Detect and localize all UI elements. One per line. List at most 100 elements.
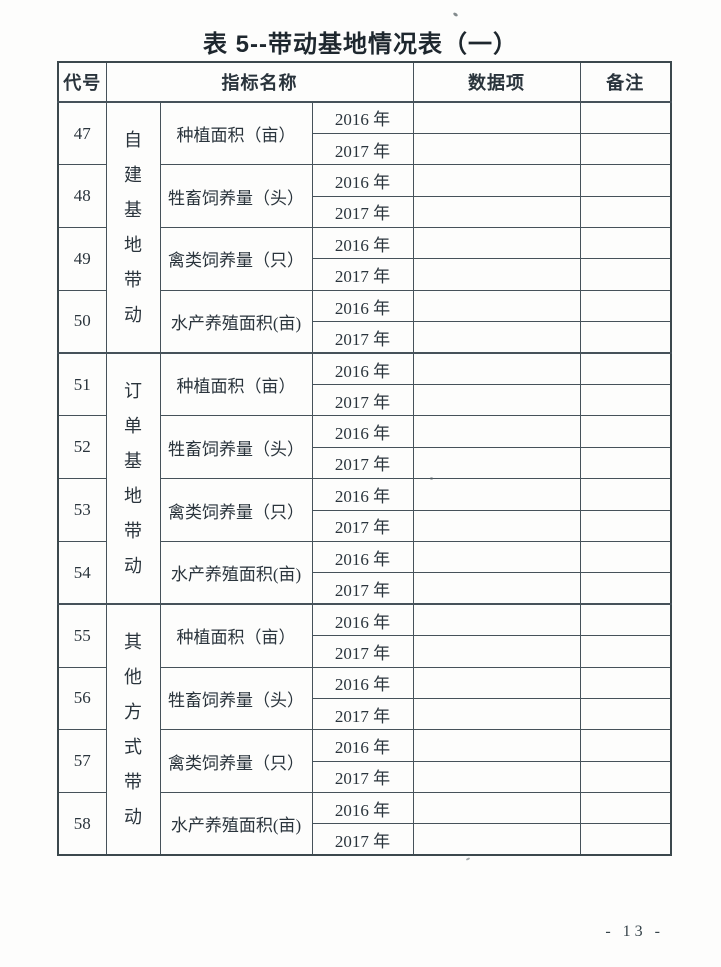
remark-cell: [579, 132, 672, 166]
table-row: 56 牲畜饲养量（头） 2016 年: [57, 666, 672, 731]
data-cell: [412, 227, 581, 260]
table-row: 50 水产养殖面积(亩) 2016 年: [57, 289, 672, 354]
indicator-cell: 水产养殖面积(亩): [159, 289, 313, 354]
year-cell: 2016 年: [311, 666, 414, 699]
remark-cell: [579, 540, 672, 574]
year-cell: 2016 年: [311, 164, 414, 197]
year-cell: 2017 年: [311, 635, 414, 668]
indicator-cell: 禽类饲养量（只）: [159, 729, 313, 794]
code-cell: 57: [57, 729, 107, 794]
code-cell: 56: [57, 666, 107, 731]
year-cell: 2016 年: [311, 792, 414, 825]
data-cell: [412, 729, 581, 762]
code-cell: 52: [57, 415, 107, 480]
remark-cell: [579, 729, 672, 762]
header-code: 代号: [57, 61, 107, 103]
year-cell: 2016 年: [311, 540, 414, 574]
header-row: 代号 指标名称 数据项 备注: [57, 61, 672, 103]
data-cell: [412, 384, 581, 417]
table-row: 52 牲畜饲养量（头） 2016 年: [57, 415, 672, 480]
code-cell: 48: [57, 164, 107, 229]
group-label: 订单基地带动: [124, 380, 142, 576]
remark-cell: [579, 289, 672, 323]
table-row: 55 其他方式带动 种植面积（亩） 2016 年: [57, 603, 672, 856]
table-row: 2017 年: [58, 572, 672, 605]
data-cell: [412, 415, 581, 448]
data-cell: [412, 697, 581, 731]
remark-cell: [579, 666, 672, 699]
remark-cell: [579, 635, 672, 668]
table-row: 2017 年: [58, 384, 672, 417]
indicator-cell: 种植面积（亩）: [159, 352, 313, 417]
data-cell: [412, 666, 581, 699]
data-cell: [412, 100, 581, 134]
year-cell: 2017 年: [311, 509, 414, 542]
table-row: 2017 年: [58, 823, 672, 856]
remark-cell: [579, 195, 672, 229]
remark-cell: [579, 446, 672, 480]
year-cell: 2017 年: [311, 321, 414, 354]
table-row: 2017 年: [58, 321, 672, 354]
indicator-cell: 水产养殖面积(亩): [159, 540, 313, 605]
remark-cell: [579, 164, 672, 197]
table-row: 54 水产养殖面积(亩) 2016 年: [57, 540, 672, 605]
data-cell: [412, 603, 581, 637]
indicator-cell: 种植面积（亩）: [159, 101, 313, 166]
year-cell: 2016 年: [311, 729, 414, 762]
remark-cell: [579, 697, 672, 731]
data-cell: [412, 509, 581, 542]
remark-cell: [579, 258, 672, 291]
year-cell: 2017 年: [311, 823, 414, 856]
year-cell: 2017 年: [311, 572, 414, 605]
remark-cell: [579, 321, 672, 354]
indicator-cell: 种植面积（亩）: [159, 603, 313, 668]
year-cell: 2017 年: [311, 195, 414, 229]
year-cell: 2016 年: [311, 478, 414, 511]
data-cell: [412, 195, 581, 229]
year-cell: 2016 年: [311, 100, 414, 134]
year-cell: 2017 年: [311, 697, 414, 731]
group-label-cell: 自建基地带动: [105, 100, 161, 354]
group-label-cell: 订单基地带动: [105, 352, 161, 605]
table-row: 2017 年: [58, 635, 672, 668]
remark-cell: [579, 352, 672, 386]
year-cell: 2017 年: [311, 384, 414, 417]
indicator-cell: 禽类饲养量（只）: [159, 478, 313, 542]
scan-speck: [465, 857, 471, 861]
data-cell: [412, 478, 581, 511]
group-label: 自建基地带动: [124, 129, 142, 325]
code-cell: 49: [57, 227, 107, 291]
data-cell: [412, 132, 581, 166]
table-row: 49 禽类饲养量（只） 2016 年: [57, 227, 672, 291]
code-cell: 54: [57, 540, 107, 605]
code-cell: 58: [57, 792, 107, 856]
code-cell: 51: [57, 352, 107, 417]
data-cell: [412, 760, 581, 794]
header-indicator: 指标名称: [105, 61, 414, 103]
table-row: 58 水产养殖面积(亩) 2016 年: [57, 792, 672, 856]
remark-cell: [579, 792, 672, 825]
data-cell: [412, 164, 581, 197]
remark-cell: [579, 509, 672, 542]
scan-speck: [452, 11, 459, 18]
table-row: 51 订单基地带动 种植面积（亩） 2016 年: [57, 352, 672, 605]
year-cell: 2017 年: [311, 258, 414, 291]
base-situation-table: 代号 指标名称 数据项 备注 47 自建基地带动 种植面积（亩） 2016 年 …: [57, 61, 673, 857]
data-cell: [412, 572, 581, 605]
remark-cell: [579, 478, 672, 511]
group-label: 其他方式带动: [124, 631, 142, 827]
indicator-cell: 禽类饲养量（只）: [159, 227, 313, 291]
year-cell: 2016 年: [311, 227, 414, 260]
indicator-cell: 牲畜饲养量（头）: [159, 666, 313, 731]
remark-cell: [579, 572, 672, 605]
data-cell: [412, 289, 581, 323]
year-cell: 2016 年: [311, 603, 414, 637]
header-data-item: 数据项: [412, 61, 581, 103]
indicator-cell: 牲畜饲养量（头）: [159, 415, 313, 480]
remark-cell: [579, 415, 672, 448]
data-cell: [412, 352, 581, 386]
year-cell: 2017 年: [311, 446, 414, 480]
remark-cell: [579, 823, 672, 856]
data-cell: [412, 635, 581, 668]
code-cell: 55: [57, 603, 107, 668]
